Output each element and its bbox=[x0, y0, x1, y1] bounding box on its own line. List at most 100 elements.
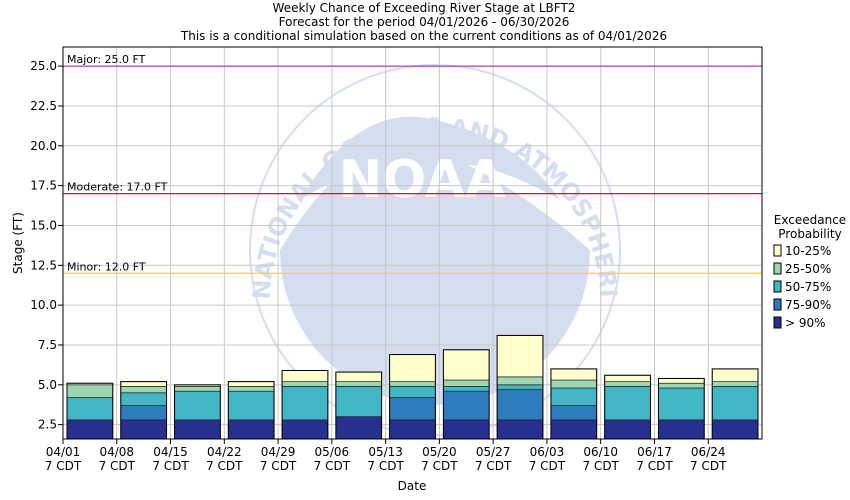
x-tick-date-label: 05/27 bbox=[476, 445, 511, 459]
bar-segment bbox=[389, 386, 436, 398]
bar-segment bbox=[550, 379, 598, 389]
bar-segment bbox=[496, 419, 544, 440]
bar-segment bbox=[604, 381, 651, 387]
legend-label: 50-75% bbox=[785, 280, 831, 294]
x-tick-time-label: 7 CDT bbox=[152, 459, 189, 473]
bar-segment bbox=[120, 405, 167, 421]
bar-segment bbox=[227, 419, 275, 440]
bar-segment bbox=[335, 386, 382, 418]
bar-segment bbox=[496, 376, 544, 386]
flood-level-label: Moderate: 17.0 FT bbox=[67, 181, 168, 194]
legend-swatch bbox=[773, 244, 782, 257]
x-tick-date-label: 04/22 bbox=[207, 445, 242, 459]
y-tick-label: 15.0 bbox=[30, 218, 57, 232]
legend-swatch bbox=[773, 280, 782, 293]
bar-segment bbox=[658, 378, 705, 384]
x-tick-time-label: 7 CDT bbox=[421, 459, 458, 473]
legend-title-line2: Probability bbox=[778, 227, 841, 241]
y-tick-label: 25.0 bbox=[30, 59, 57, 73]
bar-segment bbox=[120, 392, 167, 406]
x-tick-time-label: 7 CDT bbox=[99, 459, 136, 473]
x-tick-date-label: 04/29 bbox=[261, 445, 296, 459]
bar-segment bbox=[658, 382, 705, 389]
plot-frame bbox=[62, 46, 763, 440]
legend-items: 10-25% 25-50% 50-75% 75-90% > 90% bbox=[773, 244, 831, 330]
y-tick-label: 7.5 bbox=[38, 338, 57, 352]
y-tick-label: 5.0 bbox=[38, 378, 57, 392]
bar-segment bbox=[389, 381, 436, 387]
bar-segment bbox=[335, 416, 382, 440]
flood-level-label: Major: 25.0 FT bbox=[67, 53, 146, 66]
bar-segment bbox=[66, 419, 114, 440]
legend-title-line1: Exceedance bbox=[774, 213, 846, 227]
bar-segment bbox=[496, 335, 544, 378]
bar-segment bbox=[120, 381, 167, 387]
bar-segment bbox=[711, 386, 759, 421]
legend-swatch bbox=[773, 316, 782, 329]
x-tick-date-label: 05/13 bbox=[368, 445, 403, 459]
x-tick-time-label: 7 CDT bbox=[636, 459, 673, 473]
y-tick-label: 12.5 bbox=[30, 258, 57, 272]
bar-segment bbox=[550, 419, 598, 440]
legend-label: 25-50% bbox=[785, 262, 831, 276]
bar-segment bbox=[389, 354, 436, 382]
bar-segment bbox=[389, 397, 436, 421]
bar-segment bbox=[66, 384, 114, 398]
x-axis-label: Date bbox=[398, 479, 427, 493]
x-tick-time-label: 7 CDT bbox=[367, 459, 404, 473]
chart-subtitle: Forecast for the period 04/01/2026 - 06/… bbox=[279, 15, 570, 29]
bar-segment bbox=[227, 381, 275, 387]
x-tick-time-label: 7 CDT bbox=[314, 459, 351, 473]
y-tick-label: 17.5 bbox=[30, 179, 57, 193]
bar-segment bbox=[174, 386, 221, 392]
bar-segment bbox=[281, 386, 329, 421]
bar-segment bbox=[120, 419, 167, 440]
y-axis: 2.5 5.0 7.5 10.0 12.5 15.0 17.5 20.0 22.5 25.0 bbox=[30, 59, 63, 432]
x-tick-date-label: 06/10 bbox=[583, 445, 618, 459]
flood-levels-layer: Major: 25.0 FT Moderate: 17.0 FT Minor: 12… bbox=[63, 53, 762, 274]
bar-segment bbox=[496, 389, 544, 421]
bar-segment bbox=[281, 381, 329, 387]
chart-title: Weekly Chance of Exceeding River Stage a… bbox=[273, 1, 576, 15]
x-tick-date-label: 05/20 bbox=[422, 445, 457, 459]
bar-segment bbox=[550, 405, 598, 421]
bar-segment bbox=[120, 386, 167, 394]
chart-note: This is a conditional simulation based o… bbox=[180, 29, 667, 43]
bar-segment bbox=[604, 386, 651, 421]
bar-segment bbox=[711, 381, 759, 387]
y-tick-label: 20.0 bbox=[30, 139, 57, 153]
bar-segment bbox=[443, 379, 490, 387]
bar-segment bbox=[335, 381, 382, 387]
x-tick-time-label: 7 CDT bbox=[582, 459, 619, 473]
watermark-center-text: NOAA bbox=[339, 150, 506, 210]
x-tick-date-label: 04/15 bbox=[153, 445, 188, 459]
bar-segment bbox=[658, 419, 705, 440]
x-tick-date-label: 06/03 bbox=[530, 445, 565, 459]
legend-label: 75-90% bbox=[785, 298, 831, 312]
legend-label: 10-25% bbox=[785, 244, 831, 258]
bar-segment bbox=[443, 419, 490, 440]
x-tick-time-label: 7 CDT bbox=[260, 459, 297, 473]
legend: Exceedance Probability 10-25% 25-50% 50-75… bbox=[773, 213, 846, 330]
y-tick-label: 22.5 bbox=[30, 99, 57, 113]
legend-label: > 90% bbox=[785, 316, 826, 330]
x-tick-date-label: 04/08 bbox=[99, 445, 134, 459]
legend-swatch bbox=[773, 298, 782, 311]
x-tick-time-label: 7 CDT bbox=[690, 459, 727, 473]
bar-segment bbox=[443, 390, 490, 421]
x-tick-time-label: 7 CDT bbox=[475, 459, 512, 473]
bar-segment bbox=[281, 370, 329, 382]
bar-segment bbox=[604, 374, 651, 382]
bar-segment bbox=[281, 419, 329, 440]
flood-level-label: Minor: 12.0 FT bbox=[67, 260, 146, 273]
bar-segment bbox=[443, 386, 490, 392]
bar-segment bbox=[496, 384, 544, 390]
y-axis-label: Stage (FT) bbox=[11, 212, 25, 274]
x-tick-time-label: 7 CDT bbox=[206, 459, 243, 473]
bar-segment bbox=[227, 390, 275, 421]
bar-segment bbox=[550, 368, 598, 381]
x-tick-date-label: 06/17 bbox=[637, 445, 672, 459]
x-tick-time-label: 7 CDT bbox=[45, 459, 82, 473]
bar-segment bbox=[174, 419, 221, 440]
